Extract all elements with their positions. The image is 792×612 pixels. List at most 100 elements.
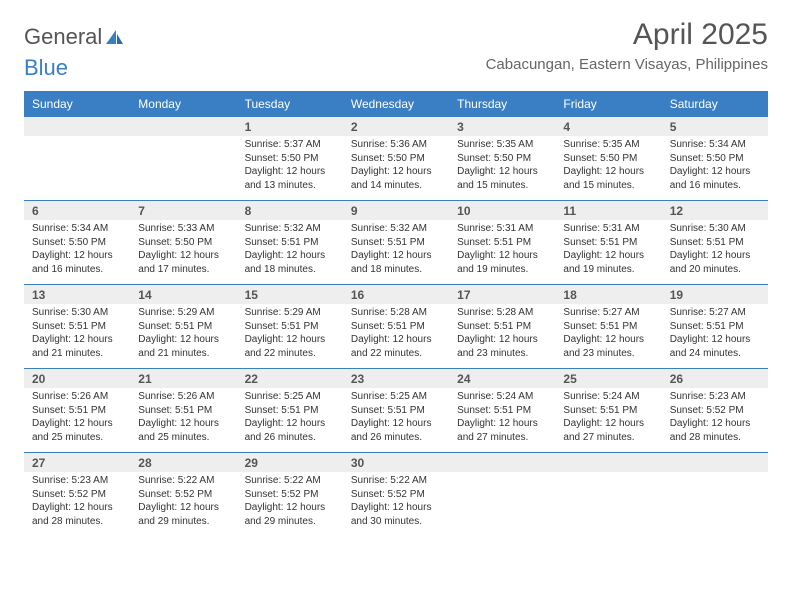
sunrise-text: Sunrise: 5:28 AM bbox=[457, 306, 547, 320]
day-number: 15 bbox=[237, 285, 343, 304]
sunset-text: Sunset: 5:52 PM bbox=[32, 488, 122, 502]
sunset-text: Sunset: 5:52 PM bbox=[245, 488, 335, 502]
sunrise-text: Sunrise: 5:24 AM bbox=[563, 390, 653, 404]
sunrise-text: Sunrise: 5:28 AM bbox=[351, 306, 441, 320]
sunset-text: Sunset: 5:52 PM bbox=[138, 488, 228, 502]
day-data-row: Sunrise: 5:34 AMSunset: 5:50 PM Daylight:… bbox=[24, 220, 768, 284]
sunset-text: Sunset: 5:51 PM bbox=[351, 236, 441, 250]
sunrise-text: Sunrise: 5:27 AM bbox=[670, 306, 760, 320]
day-data-row: Sunrise: 5:23 AMSunset: 5:52 PMDaylight:… bbox=[24, 472, 768, 536]
daylight-text: Daylight: 12 hours and 29 minutes. bbox=[138, 501, 228, 528]
dayname-sunday: Sunday bbox=[24, 92, 130, 116]
daylight-text: Daylight: 12 hours and 28 minutes. bbox=[670, 417, 760, 444]
day-cell: Sunrise: 5:35 AMSunset: 5:50 PMDaylight:… bbox=[555, 136, 661, 200]
sunset-text: Sunset: 5:52 PM bbox=[670, 404, 760, 418]
daylight-text: Daylight: 12 hours and 13 minutes. bbox=[245, 165, 335, 192]
day-number: 11 bbox=[555, 201, 661, 220]
sunrise-text: Sunrise: 5:29 AM bbox=[245, 306, 335, 320]
sunset-text: Sunset: 5:51 PM bbox=[563, 404, 653, 418]
sunset-text: Sunset: 5:50 PM bbox=[351, 152, 441, 166]
day-cell: Sunrise: 5:29 AMSunset: 5:51 PMDaylight:… bbox=[130, 304, 236, 368]
day-cell: Sunrise: 5:32 AMSunset: 5:51 PMDaylight:… bbox=[343, 220, 449, 284]
dayname-saturday: Saturday bbox=[662, 92, 768, 116]
daynum-row: 27282930 bbox=[24, 452, 768, 472]
sunset-text: Sunset: 5:50 PM bbox=[32, 236, 122, 250]
sunrise-text: Sunrise: 5:36 AM bbox=[351, 138, 441, 152]
day-data-row: Sunrise: 5:37 AM Sunset: 5:50 PM Daylight:… bbox=[24, 136, 768, 200]
day-number bbox=[130, 117, 236, 136]
sunrise-text: Sunrise: 5:32 AM bbox=[351, 222, 441, 236]
sunset-text: Sunset: 5:51 PM bbox=[563, 320, 653, 334]
day-cell: Sunrise: 5:26 AMSunset: 5:51 PMDaylight:… bbox=[24, 388, 130, 452]
day-cell: Sunrise: 5:34 AMSunset: 5:50 PMDaylight:… bbox=[24, 220, 130, 284]
daylight-text: Daylight: 12 hours and 23 minutes. bbox=[457, 333, 547, 360]
daylight-text: Daylight: 12 hours and 29 minutes. bbox=[245, 501, 335, 528]
day-cell bbox=[662, 472, 768, 536]
sunset-text: Sunset: 5:52 PM bbox=[351, 488, 441, 502]
logo: General bbox=[24, 24, 124, 50]
daynum-row: 12345 bbox=[24, 116, 768, 136]
day-number: 14 bbox=[130, 285, 236, 304]
day-cell: Sunrise: 5:30 AMSunset: 5:51 PMDaylight:… bbox=[24, 304, 130, 368]
day-number: 23 bbox=[343, 369, 449, 388]
day-number: 29 bbox=[237, 453, 343, 472]
daylight-text: Daylight: 12 hours and 18 minutes. bbox=[351, 249, 441, 276]
day-number: 10 bbox=[449, 201, 555, 220]
sunset-text: Sunset: 5:51 PM bbox=[457, 236, 547, 250]
day-number: 7 bbox=[130, 201, 236, 220]
sunrise-text: Sunrise: 5:32 AM bbox=[245, 222, 335, 236]
day-number bbox=[555, 453, 661, 472]
day-number: 8 bbox=[237, 201, 343, 220]
sunrise-text: Sunrise: 5:26 AM bbox=[138, 390, 228, 404]
sunset-text: Sunset: 5:50 PM bbox=[457, 152, 547, 166]
day-number: 26 bbox=[662, 369, 768, 388]
daylight-text: Daylight: 12 hours and 24 minutes. bbox=[670, 333, 760, 360]
sunrise-text: Sunrise: 5:31 AM bbox=[457, 222, 547, 236]
day-cell: Sunrise: 5:28 AMSunset: 5:51 PMDaylight:… bbox=[449, 304, 555, 368]
sunset-text: Sunset: 5:51 PM bbox=[138, 404, 228, 418]
day-cell: Sunrise: 5:22 AMSunset: 5:52 PMDaylight:… bbox=[237, 472, 343, 536]
day-cell: Sunrise: 5:29 AMSunset: 5:51 PMDaylight:… bbox=[237, 304, 343, 368]
sunset-text: Sunset: 5:51 PM bbox=[32, 404, 122, 418]
day-number: 13 bbox=[24, 285, 130, 304]
sunset-text: Sunset: 5:51 PM bbox=[457, 404, 547, 418]
sunrise-text: Sunrise: 5:34 AM bbox=[32, 222, 122, 236]
sunrise-text: Sunrise: 5:30 AM bbox=[670, 222, 760, 236]
daynum-row: 20212223242526 bbox=[24, 368, 768, 388]
calendar: Sunday Monday Tuesday Wednesday Thursday… bbox=[24, 91, 768, 536]
calendar-header-row: Sunday Monday Tuesday Wednesday Thursday… bbox=[24, 91, 768, 116]
sunrise-text: Sunrise: 5:24 AM bbox=[457, 390, 547, 404]
day-number: 22 bbox=[237, 369, 343, 388]
day-cell: Sunrise: 5:27 AMSunset: 5:51 PMDaylight:… bbox=[555, 304, 661, 368]
day-number bbox=[662, 453, 768, 472]
sunrise-text: Sunrise: 5:33 AM bbox=[138, 222, 228, 236]
sunrise-text: Sunrise: 5:30 AM bbox=[32, 306, 122, 320]
dayname-wednesday: Wednesday bbox=[343, 92, 449, 116]
day-number bbox=[24, 117, 130, 136]
day-cell: Sunrise: 5:31 AMSunset: 5:51 PMDaylight:… bbox=[449, 220, 555, 284]
daylight-text: Daylight: 12 hours and 21 minutes. bbox=[138, 333, 228, 360]
day-cell bbox=[130, 136, 236, 200]
day-number: 25 bbox=[555, 369, 661, 388]
sunrise-text: Sunrise: 5:37 AM bbox=[245, 138, 335, 152]
sunrise-text: Sunrise: 5:35 AM bbox=[457, 138, 547, 152]
sunset-text: Sunset: 5:51 PM bbox=[670, 236, 760, 250]
daylight-text: Daylight: 12 hours and 23 minutes. bbox=[563, 333, 653, 360]
daylight-text: Daylight: 12 hours and 19 minutes. bbox=[457, 249, 547, 276]
day-number: 6 bbox=[24, 201, 130, 220]
sunset-text: Sunset: 5:51 PM bbox=[457, 320, 547, 334]
day-cell: Sunrise: 5:25 AMSunset: 5:51 PMDaylight:… bbox=[237, 388, 343, 452]
daylight-text: Daylight: 12 hours and 18 minutes. bbox=[245, 249, 335, 276]
sunset-text: Sunset: 5:51 PM bbox=[245, 236, 335, 250]
title-block: April 2025 Cabacungan, Eastern Visayas, … bbox=[486, 18, 768, 73]
daylight-text: Daylight: 12 hours and 19 minutes. bbox=[563, 249, 653, 276]
daylight-text: Daylight: 12 hours and 26 minutes. bbox=[245, 417, 335, 444]
day-cell: Sunrise: 5:23 AMSunset: 5:52 PMDaylight:… bbox=[662, 388, 768, 452]
logo-sail-icon bbox=[104, 28, 124, 46]
day-cell: Sunrise: 5:22 AMSunset: 5:52 PMDaylight:… bbox=[343, 472, 449, 536]
day-cell bbox=[555, 472, 661, 536]
day-cell: Sunrise: 5:27 AMSunset: 5:51 PMDaylight:… bbox=[662, 304, 768, 368]
day-number: 5 bbox=[662, 117, 768, 136]
day-cell: Sunrise: 5:31 AMSunset: 5:51 PMDaylight:… bbox=[555, 220, 661, 284]
sunrise-text: Sunrise: 5:23 AM bbox=[32, 474, 122, 488]
